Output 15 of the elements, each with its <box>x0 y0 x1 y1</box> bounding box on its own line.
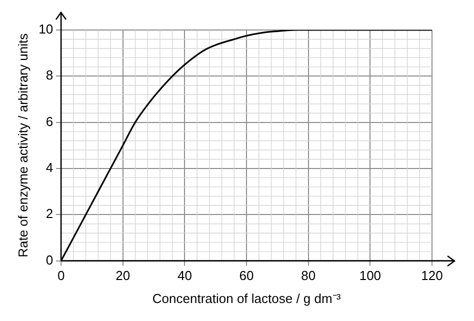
y-tick-label: 8 <box>46 68 54 83</box>
y-tick-label: 4 <box>46 160 54 176</box>
y-tick-label: 2 <box>46 206 54 222</box>
x-tick-label: 0 <box>57 268 65 284</box>
y-tick-label: 10 <box>38 22 54 37</box>
x-tick-label: 80 <box>301 268 316 284</box>
x-tick-label: 20 <box>116 268 130 284</box>
y-tick-label: 0 <box>46 252 54 268</box>
x-axis-title: Concentration of lactose / g dm⁻³ <box>152 290 342 306</box>
x-tick-label: 40 <box>177 268 192 284</box>
x-tick-label: 120 <box>421 268 443 284</box>
x-tick-label: 60 <box>239 268 254 284</box>
y-axis-title: Rate of enzyme activity / arbitrary units <box>15 32 30 258</box>
y-tick-label: 6 <box>46 114 54 129</box>
x-tick-label: 100 <box>359 268 382 284</box>
